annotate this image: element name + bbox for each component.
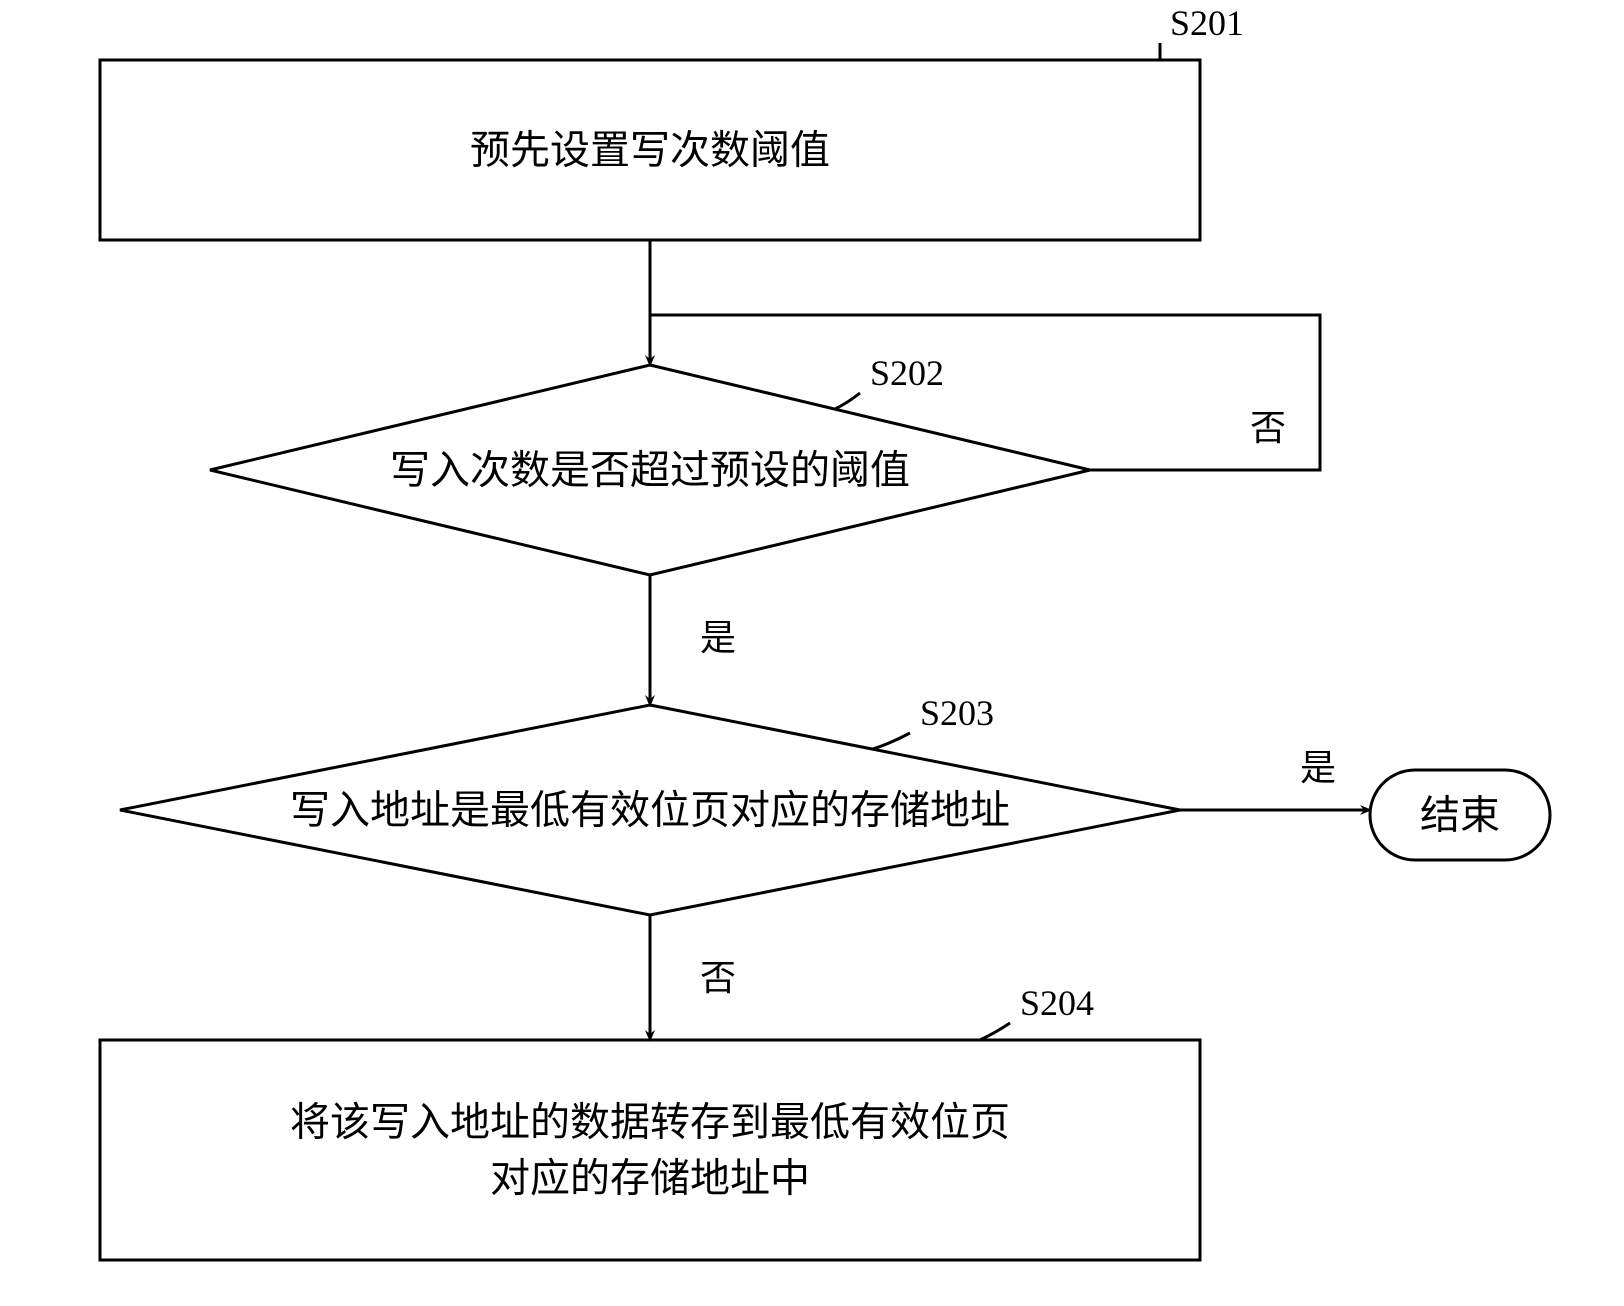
svg-text:将该写入地址的数据转存到最低有效位页: 将该写入地址的数据转存到最低有效位页 bbox=[290, 1100, 1010, 1145]
svg-text:是: 是 bbox=[700, 618, 736, 658]
svg-text:S202: S202 bbox=[870, 353, 944, 393]
svg-text:S204: S204 bbox=[1020, 983, 1094, 1023]
svg-text:结束: 结束 bbox=[1420, 793, 1500, 838]
svg-text:预先设置写次数阈值: 预先设置写次数阈值 bbox=[470, 128, 830, 173]
svg-text:写入地址是最低有效位页对应的存储地址: 写入地址是最低有效位页对应的存储地址 bbox=[290, 788, 1010, 833]
svg-text:对应的存储地址中: 对应的存储地址中 bbox=[490, 1156, 810, 1201]
svg-text:S201: S201 bbox=[1170, 3, 1244, 43]
svg-text:写入次数是否超过预设的阈值: 写入次数是否超过预设的阈值 bbox=[390, 448, 910, 493]
svg-text:否: 否 bbox=[1250, 408, 1286, 448]
svg-text:是: 是 bbox=[1300, 748, 1336, 788]
svg-text:S203: S203 bbox=[920, 693, 994, 733]
svg-text:否: 否 bbox=[700, 958, 736, 998]
node-s204 bbox=[100, 1040, 1200, 1260]
